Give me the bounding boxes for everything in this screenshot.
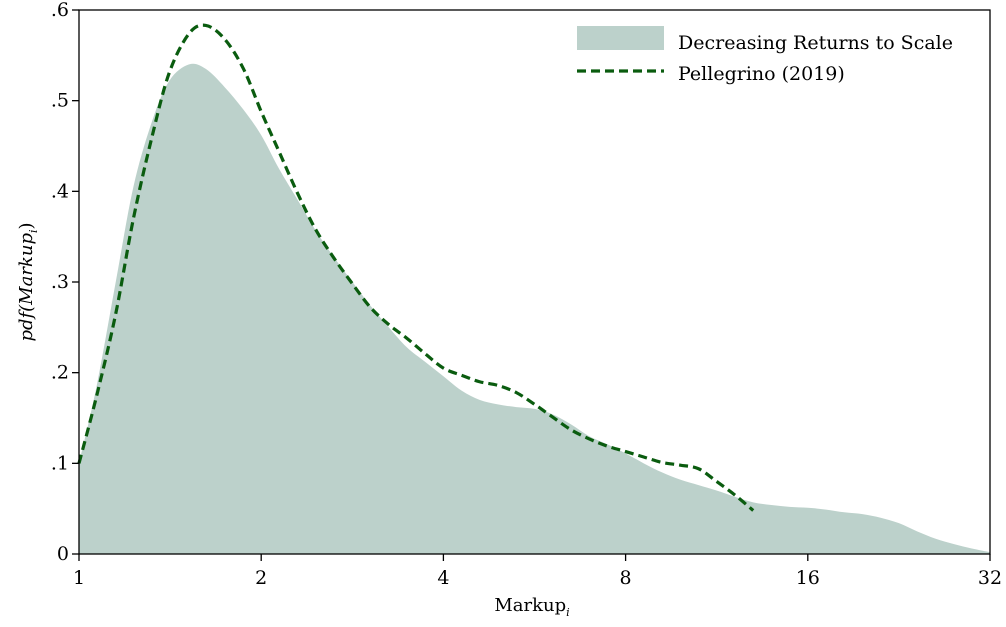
x-tick-label: 32 bbox=[978, 567, 1002, 589]
y-tick-label: .5 bbox=[51, 90, 69, 112]
x-tick-label: 4 bbox=[437, 567, 449, 589]
y-axis-label-subscript: i bbox=[27, 229, 40, 233]
x-tick-label: 2 bbox=[255, 567, 267, 589]
plot-layer bbox=[77, 23, 990, 554]
legend: Decreasing Returns to Scale Pellegrino (… bbox=[577, 26, 953, 85]
y-tick-label: .4 bbox=[51, 180, 69, 202]
legend-swatch-drs bbox=[577, 26, 664, 50]
y-axis-label-close: ) bbox=[16, 222, 37, 229]
x-tick-label: 1 bbox=[73, 567, 85, 589]
legend-label-drs: Decreasing Returns to Scale bbox=[678, 32, 953, 54]
x-axis-label: Markupi bbox=[494, 595, 569, 619]
y-tick-label: .6 bbox=[51, 0, 69, 21]
y-tick-label: .2 bbox=[51, 362, 69, 384]
x-tick-label: 16 bbox=[796, 567, 820, 589]
y-axis-label-main: pdf(Markup bbox=[16, 233, 37, 342]
x-tick-label: 8 bbox=[620, 567, 632, 589]
legend-label-pellegrino: Pellegrino (2019) bbox=[678, 63, 845, 85]
y-tick-label: 0 bbox=[57, 543, 69, 565]
x-axis-label-main: Markup bbox=[494, 595, 566, 616]
y-tick-label: .3 bbox=[51, 271, 69, 293]
y-axis-label: pdf(Markupi) bbox=[16, 222, 40, 341]
axes-layer: 1 2 4 8 16 32 0 .1 .2 .3 .4 .5 .6 bbox=[51, 0, 1002, 589]
y-tick-label: .1 bbox=[51, 452, 69, 474]
series-line-pellegrino bbox=[77, 23, 755, 512]
x-axis-label-subscript: i bbox=[566, 606, 570, 619]
series-area-decreasing-returns bbox=[79, 63, 990, 554]
